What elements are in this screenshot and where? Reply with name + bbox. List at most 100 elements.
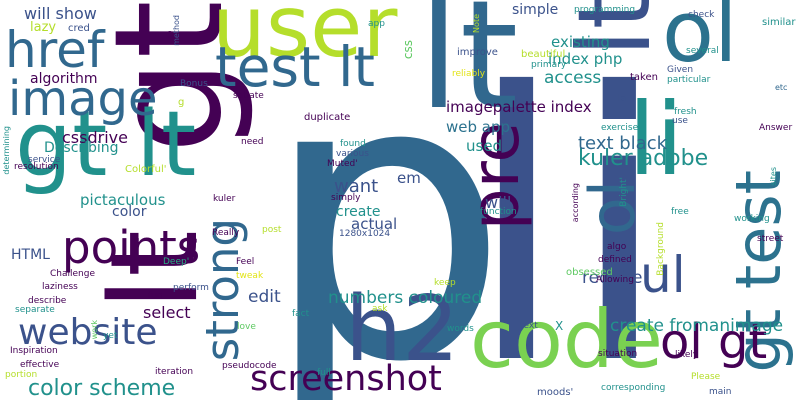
word-edit-38: edit bbox=[248, 287, 281, 307]
word-love-95: love bbox=[237, 322, 256, 332]
word-laziness-89: laziness bbox=[42, 282, 78, 292]
word-feel-84: Feel bbox=[236, 257, 255, 267]
word-lazy-30: lazy bbox=[30, 20, 57, 35]
word-x-106: X bbox=[555, 319, 564, 333]
word-app-66: app bbox=[368, 19, 385, 29]
word-challenge-88: Challenge bbox=[50, 269, 95, 279]
word-perform-90: perform bbox=[173, 283, 209, 293]
word-fact-96: fact bbox=[292, 309, 310, 319]
word-numbers-coloured-28: numbers coloured bbox=[328, 288, 483, 308]
word-ask-97: ask bbox=[372, 304, 388, 314]
word-e-69: e bbox=[166, 27, 174, 41]
word-keep-115: keep bbox=[434, 278, 456, 288]
word-according-119: according bbox=[571, 183, 580, 223]
word-moods-107: moods' bbox=[537, 387, 574, 398]
word-yet-94: yet bbox=[103, 331, 118, 341]
word-words-104: words bbox=[447, 324, 474, 334]
word-screenshot-23: screenshot bbox=[250, 359, 442, 399]
word-require-52: require bbox=[582, 268, 643, 288]
word-cred-31: cred bbox=[68, 23, 90, 34]
word-various-76: various bbox=[336, 149, 369, 159]
word-full-103: full bbox=[317, 368, 331, 378]
word-will-44: will bbox=[485, 193, 512, 212]
word-pseudocode-101: pseudocode bbox=[222, 361, 277, 371]
word-street-130: street bbox=[757, 234, 784, 244]
word-really-82: Really bbox=[212, 228, 240, 238]
word-create-41: create bbox=[336, 204, 381, 220]
word-p-0: p bbox=[262, 0, 510, 400]
word-index-php-50: index php bbox=[548, 50, 623, 68]
word-color-scheme-24: color scheme bbox=[28, 376, 176, 400]
word-pictaculous-35: pictaculous bbox=[80, 191, 166, 209]
word-main-109: main bbox=[709, 387, 732, 397]
word-use-125: use bbox=[672, 116, 688, 126]
word-kuler-80: kuler bbox=[213, 194, 236, 204]
word-web-app-46: web app bbox=[446, 118, 511, 136]
word-defined-116: defined bbox=[598, 255, 632, 265]
word-background-121: Background bbox=[656, 222, 666, 276]
word-sites-128: sites bbox=[769, 167, 778, 186]
word-used-43: used bbox=[466, 137, 503, 155]
word-html-37: HTML bbox=[11, 247, 50, 263]
word-please-110: Please bbox=[691, 372, 721, 382]
word-function-118: function bbox=[480, 207, 517, 217]
word-code-6: code bbox=[470, 293, 663, 386]
word-href-11: href bbox=[5, 21, 105, 79]
word-resolution-132: resolution bbox=[14, 162, 59, 172]
word-beautiful-57: beautiful bbox=[521, 49, 566, 60]
word-colorful-78: Colorful' bbox=[125, 164, 167, 175]
word-reliably-55: reliably bbox=[452, 69, 486, 79]
word-la-124: la bbox=[618, 94, 627, 104]
word-muted-77: Muted' bbox=[327, 159, 358, 169]
word-1280x1024-81: 1280x1024 bbox=[339, 229, 391, 239]
word-simply-79: simply bbox=[331, 193, 361, 203]
word-test-lt-10: test lt bbox=[215, 35, 375, 99]
word-given-59: Given bbox=[667, 65, 694, 75]
word-cssdrive-33: cssdrive bbox=[62, 128, 128, 147]
word-several-65: several bbox=[686, 46, 719, 56]
word-separate-92: separate bbox=[15, 305, 55, 315]
word-taken-61: taken bbox=[630, 72, 658, 83]
word-select-39: select bbox=[143, 303, 191, 322]
word-want-40: want bbox=[334, 176, 379, 197]
word-algo-117: algo bbox=[607, 242, 627, 252]
word-will-show-29: will show bbox=[24, 4, 97, 23]
word-website-22: website bbox=[18, 312, 158, 353]
word-similar-63: similar bbox=[762, 17, 796, 28]
word-method-68: method bbox=[172, 15, 181, 46]
word-simple-51: simple bbox=[512, 2, 559, 18]
word-post-83: post bbox=[262, 225, 282, 235]
word-determining-133: determining bbox=[2, 126, 11, 175]
word-deep-86: Deep' bbox=[163, 257, 190, 267]
word-duplicate-72: duplicate bbox=[304, 112, 351, 123]
word-li-19: li bbox=[628, 81, 684, 198]
word-exercise-123: exercise bbox=[601, 123, 639, 133]
word-css-53: css bbox=[401, 40, 415, 60]
word-ol-gt-18: ol gt bbox=[660, 314, 768, 370]
word-working-129: working bbox=[734, 214, 770, 224]
word-found-75: found bbox=[340, 139, 366, 149]
word-lt-2: lt bbox=[418, 0, 519, 143]
word-describing-34: Describing bbox=[44, 140, 119, 156]
word-need-74: need bbox=[241, 137, 264, 147]
word-image-12: image bbox=[8, 71, 158, 127]
word-bonus-70: Bonus bbox=[180, 79, 208, 89]
word-likely-111: likely bbox=[675, 350, 699, 360]
word-satiate-71: satiate bbox=[233, 91, 264, 101]
word-free-122: free bbox=[671, 207, 689, 217]
word-tweak-85: tweak bbox=[236, 271, 264, 281]
word-gt-lt-9: gt lt bbox=[15, 92, 197, 197]
word-li-1: li bbox=[465, 16, 671, 400]
word-text-105: text bbox=[520, 321, 538, 331]
word-ol-5: ol bbox=[662, 0, 738, 82]
word-kuler-adobe-25: kuler adobe bbox=[578, 146, 709, 171]
word-access-48: access bbox=[544, 68, 602, 88]
word-describe-91: describe bbox=[28, 296, 67, 306]
word-allowing-113: Allowing bbox=[596, 275, 634, 285]
word-create-fromanimage-27: create fromanimage bbox=[610, 316, 784, 336]
word-fun-87: fun bbox=[148, 291, 163, 301]
word-corresponding-108: corresponding bbox=[601, 383, 666, 393]
word-obsessed-114: obsessed bbox=[566, 267, 613, 278]
word-text-black-26: text black bbox=[578, 133, 668, 154]
